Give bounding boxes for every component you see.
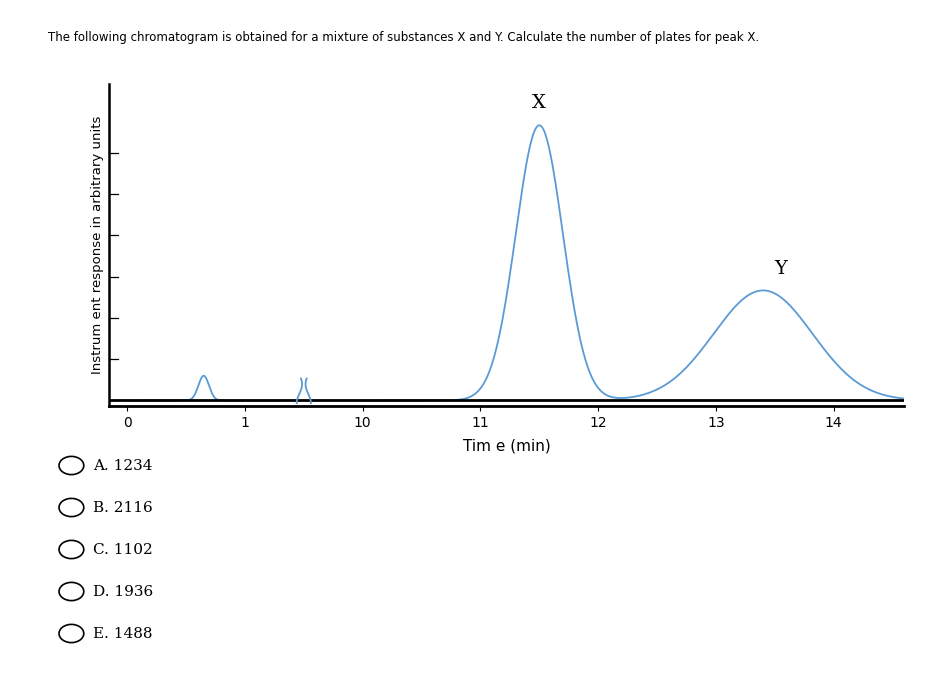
Text: D. 1936: D. 1936 [93,584,153,598]
Text: E. 1488: E. 1488 [93,626,152,640]
Text: Y: Y [774,260,787,278]
Text: X: X [532,94,546,111]
Text: The following chromatogram is obtained for a mixture of substances X and Y. Calc: The following chromatogram is obtained f… [48,32,759,45]
Text: C. 1102: C. 1102 [93,542,153,556]
Y-axis label: Instrum ent response in arbitrary units: Instrum ent response in arbitrary units [91,116,104,374]
Text: B. 2116: B. 2116 [93,500,153,514]
X-axis label: Tim e (min): Tim e (min) [463,438,551,453]
Text: A. 1234: A. 1234 [93,458,152,472]
